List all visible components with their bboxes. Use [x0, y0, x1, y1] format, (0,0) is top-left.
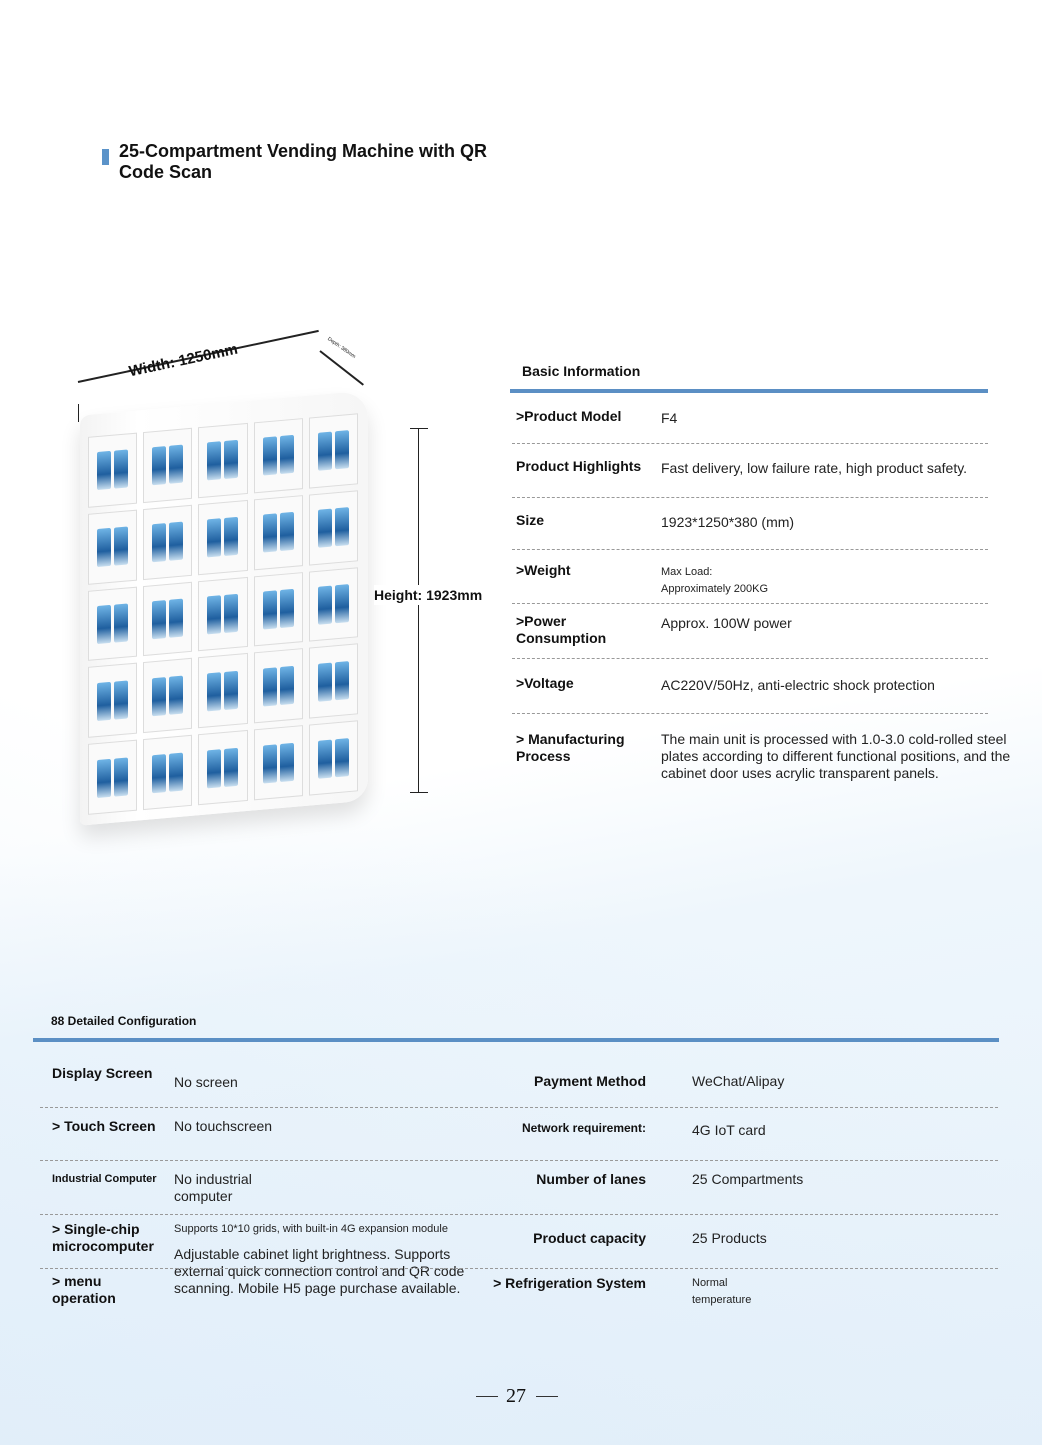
height-dimension-line: [418, 428, 419, 793]
basic-info-heading: Basic Information: [522, 363, 641, 379]
row-divider: [40, 1107, 998, 1108]
compartment: [308, 643, 358, 719]
compartment: [308, 413, 358, 489]
config-left-value: Supports 10*10 grids, with built-in 4G e…: [174, 1223, 448, 1235]
compartment: [198, 499, 248, 575]
config-left-value: Adjustable cabinet light brightness. Sup…: [174, 1246, 465, 1296]
config-heading: 88 Detailed Configuration: [51, 1014, 197, 1028]
basic-row-label: Product Highlights: [516, 458, 642, 474]
config-left-label: Industrial Computer: [52, 1173, 157, 1185]
compartment: [143, 427, 193, 503]
config-left-label: > menu operation: [52, 1273, 116, 1306]
config-right-label: > Refrigeration System: [493, 1275, 646, 1291]
compartment: [308, 490, 358, 566]
row-divider: [512, 713, 988, 714]
compartment: [88, 432, 138, 508]
config-right-value: 25 Compartments: [692, 1171, 804, 1187]
row-divider: [512, 497, 988, 498]
row-divider: [40, 1268, 998, 1269]
config-left-label: > Single-chip microcomputer: [52, 1221, 154, 1254]
compartment: [88, 739, 138, 815]
config-right-value: 25 Products: [692, 1230, 767, 1246]
compartment: [88, 509, 138, 585]
basic-row-value: The main unit is processed with 1.0-3.0 …: [661, 731, 1011, 781]
config-right-label: Network requirement:: [521, 1121, 646, 1135]
compartment: [88, 586, 138, 662]
compartment: [198, 730, 248, 806]
basic-row-value: 1923*1250*380 (mm): [661, 514, 795, 530]
config-left-label: > Touch Screen: [52, 1118, 156, 1134]
basic-row-value: F4: [661, 410, 678, 426]
compartment: [308, 566, 358, 642]
row-divider: [512, 549, 988, 550]
row-divider: [512, 603, 988, 604]
compartment: [253, 648, 303, 724]
row-divider: [40, 1160, 998, 1161]
basic-row-label: > Manufacturing Process: [516, 731, 625, 764]
page-number: 27: [506, 1385, 526, 1407]
config-left-value: No screen: [174, 1074, 238, 1090]
title-accent-bar: [102, 149, 109, 165]
compartment: [143, 658, 193, 734]
page-number-rule-left: [476, 1396, 498, 1397]
config-right-value: WeChat/Alipay: [692, 1073, 785, 1089]
height-tick-bottom: [410, 792, 428, 793]
compartment: [198, 576, 248, 652]
height-label: Height: 1923mm: [374, 585, 494, 605]
basic-row-label: >Product Model: [516, 408, 622, 424]
compartment: [253, 571, 303, 647]
compartment: [253, 494, 303, 571]
basic-row-label: Size: [516, 512, 545, 528]
height-tick-top: [410, 428, 428, 429]
basic-row-value: AC220V/50Hz, anti-electric shock protect…: [661, 677, 935, 693]
config-left-label: Display Screen: [52, 1065, 153, 1081]
row-divider: [512, 443, 988, 444]
vending-machine-image: [80, 390, 368, 826]
basic-info-rule: [510, 389, 988, 393]
compartment: [198, 422, 248, 499]
config-rule: [33, 1038, 999, 1042]
config-right-label: Product capacity: [533, 1230, 646, 1246]
basic-row-value: Max Load: Approximately 200KG: [661, 566, 768, 595]
page-number-rule-right: [536, 1396, 558, 1397]
compartment: [143, 734, 193, 811]
compartment: [143, 581, 193, 657]
basic-row-label: >Power Consumption: [516, 613, 607, 646]
basic-row-label: >Weight: [516, 562, 571, 578]
compartment: [253, 418, 303, 494]
width-tick-left: [78, 404, 79, 422]
config-right-label: Number of lanes: [536, 1171, 646, 1187]
page-title: 25-Compartment Vending Machine with QR C…: [119, 141, 488, 182]
config-left-value: No industrial computer: [174, 1171, 252, 1204]
compartment: [198, 653, 248, 729]
basic-row-value: Fast delivery, low failure rate, high pr…: [661, 460, 968, 476]
row-divider: [40, 1214, 998, 1215]
config-right-label: Payment Method: [533, 1073, 646, 1089]
compartment: [143, 504, 193, 580]
basic-row-label: >Voltage: [516, 675, 574, 691]
compartment: [308, 720, 358, 796]
compartment: [88, 662, 138, 739]
config-left-value: No touchscreen: [174, 1118, 273, 1134]
config-right-value: 4G IoT card: [692, 1122, 766, 1138]
basic-row-value: Approx. 100W power: [661, 615, 792, 631]
row-divider: [512, 658, 988, 659]
compartment: [253, 725, 303, 801]
config-right-value: Normal temperature: [692, 1277, 752, 1306]
